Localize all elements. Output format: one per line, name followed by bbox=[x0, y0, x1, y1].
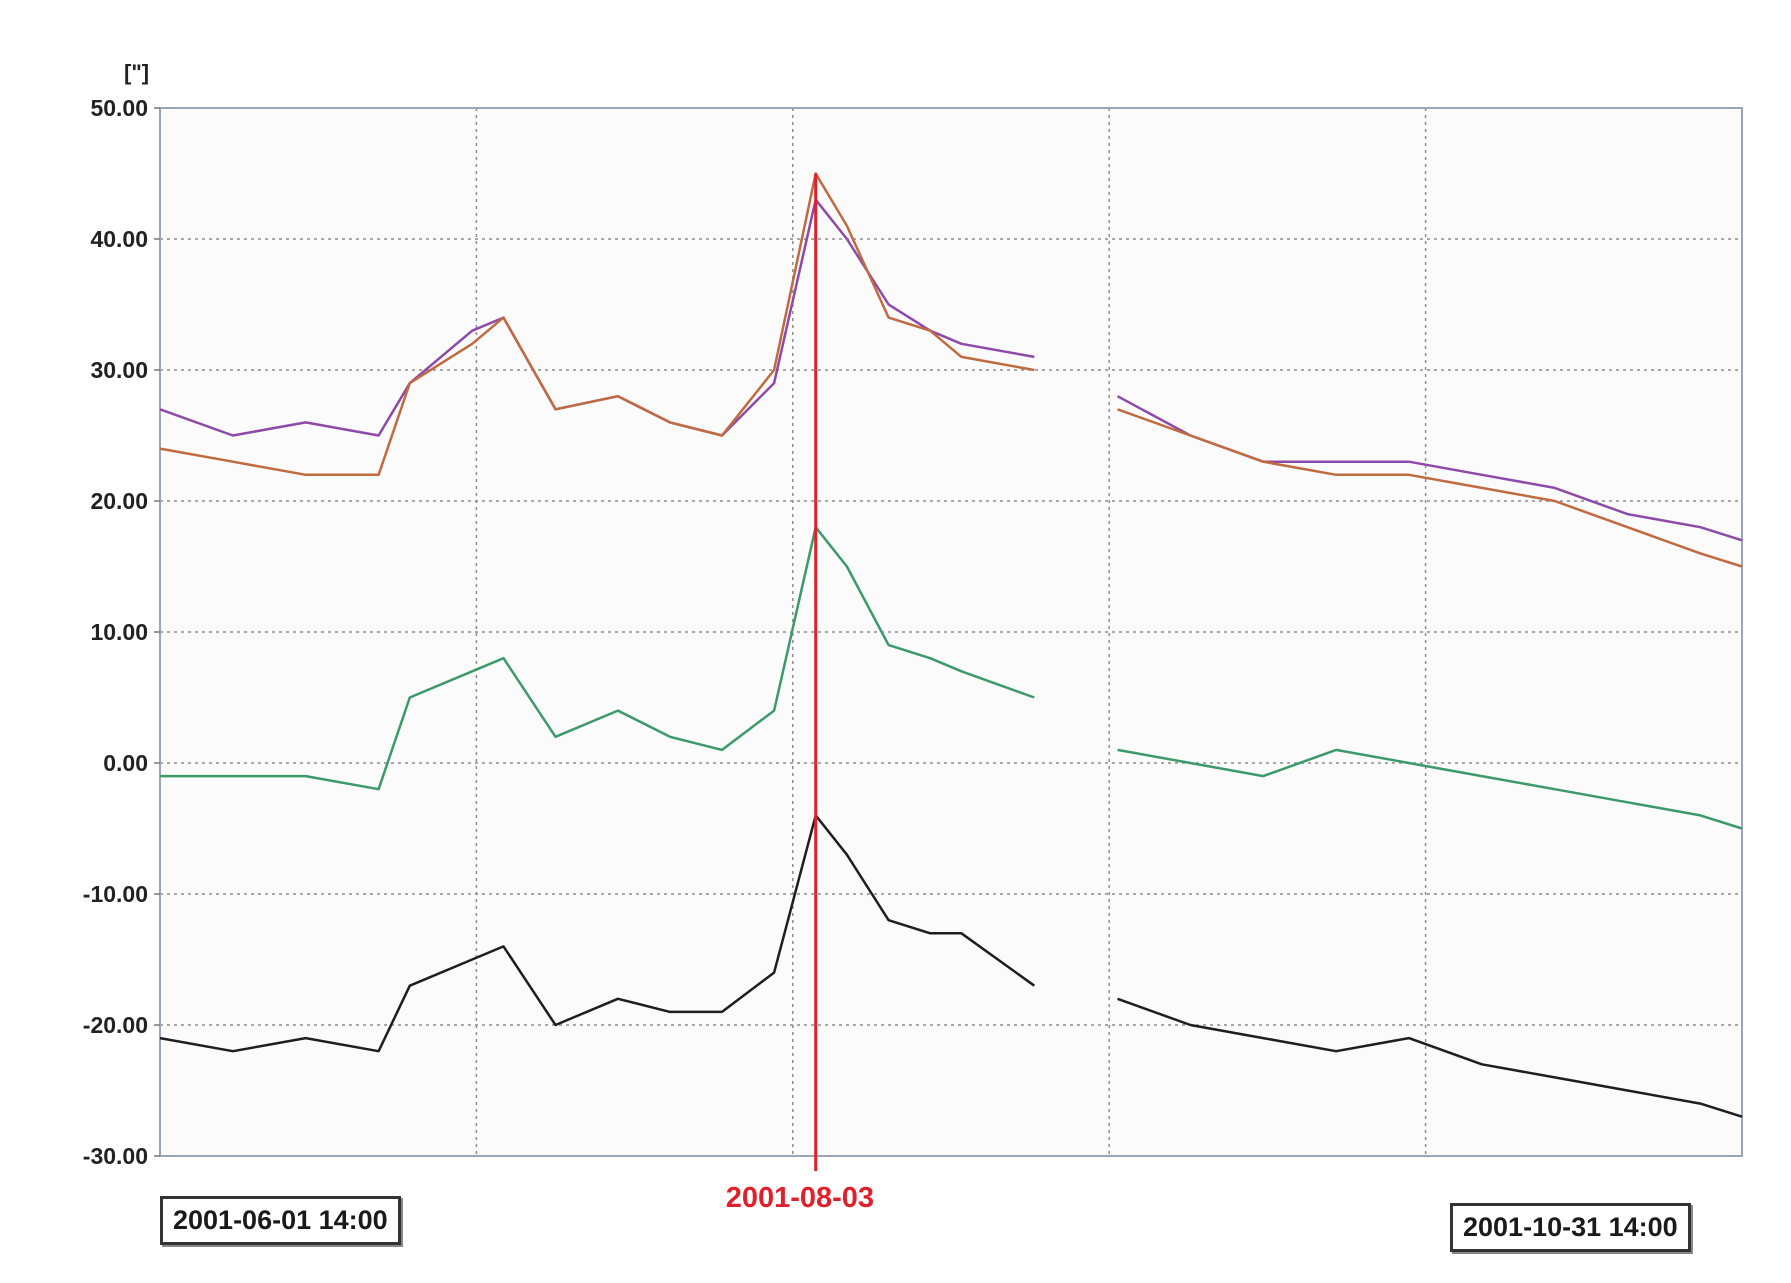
y-tick-label: -20.00 bbox=[83, 1012, 148, 1038]
series-line-3 bbox=[160, 525, 1035, 791]
y-unit-label: ["] bbox=[124, 60, 149, 85]
marker-date-label: 2001-08-03 bbox=[725, 1182, 875, 1214]
series-line-2 bbox=[1117, 408, 1743, 568]
grid bbox=[160, 108, 1742, 1156]
series-line-2 bbox=[159, 172, 1035, 477]
series-layer bbox=[159, 172, 1743, 1118]
start-date-label: 2001-06-01 14:00 bbox=[160, 1196, 401, 1245]
y-axis: 50.00 40.00 30.00 20.00 10.00 0.00 -10.00 -20.0… bbox=[83, 95, 160, 1169]
series-line-3 bbox=[1117, 748, 1743, 830]
y-tick-label: 20.00 bbox=[90, 488, 148, 514]
y-tick-label: 30.00 bbox=[90, 357, 148, 383]
y-tick-label: 40.00 bbox=[90, 226, 148, 252]
series-line-4 bbox=[1117, 997, 1743, 1118]
y-tick-label: 50.00 bbox=[90, 95, 148, 121]
series-line-4 bbox=[159, 814, 1036, 1053]
y-tick-label: 0.00 bbox=[103, 750, 148, 776]
end-date-label: 2001-10-31 14:00 bbox=[1450, 1203, 1691, 1252]
y-tick-label: 10.00 bbox=[90, 619, 148, 645]
y-tick-label: -30.00 bbox=[83, 1143, 148, 1169]
y-tick-label: -10.00 bbox=[83, 881, 148, 907]
